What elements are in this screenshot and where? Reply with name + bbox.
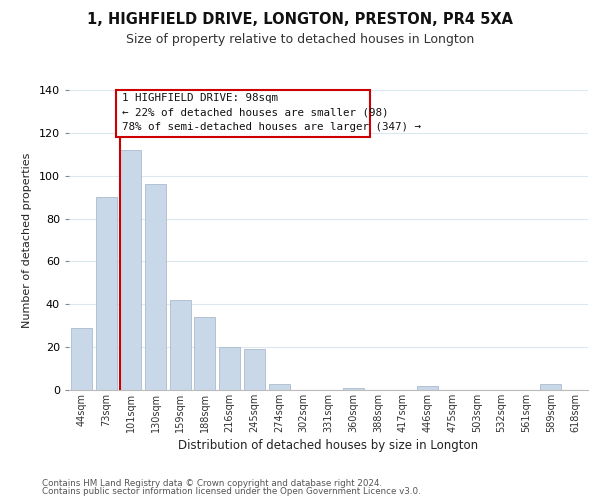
Bar (269, 384, 290, 390)
Bar (120, 150, 141, 390)
Bar (343, 388, 364, 390)
Bar (95, 197, 116, 390)
Bar (417, 386, 438, 390)
X-axis label: Distribution of detached houses by size in Longton: Distribution of detached houses by size … (178, 439, 479, 452)
Text: Contains public sector information licensed under the Open Government Licence v3: Contains public sector information licen… (42, 487, 421, 496)
Bar (244, 350, 265, 390)
Bar (71, 328, 92, 390)
Bar (194, 317, 215, 390)
Text: Contains HM Land Registry data © Crown copyright and database right 2024.: Contains HM Land Registry data © Crown c… (42, 478, 382, 488)
Bar (145, 184, 166, 390)
Bar (170, 300, 191, 390)
Y-axis label: Number of detached properties: Number of detached properties (22, 152, 32, 328)
FancyBboxPatch shape (116, 90, 370, 136)
Text: 1, HIGHFIELD DRIVE, LONGTON, PRESTON, PR4 5XA: 1, HIGHFIELD DRIVE, LONGTON, PRESTON, PR… (87, 12, 513, 28)
Bar (219, 347, 240, 390)
Text: Size of property relative to detached houses in Longton: Size of property relative to detached ho… (126, 32, 474, 46)
Bar (541, 384, 562, 390)
Text: 1 HIGHFIELD DRIVE: 98sqm
← 22% of detached houses are smaller (98)
78% of semi-d: 1 HIGHFIELD DRIVE: 98sqm ← 22% of detach… (122, 93, 421, 132)
